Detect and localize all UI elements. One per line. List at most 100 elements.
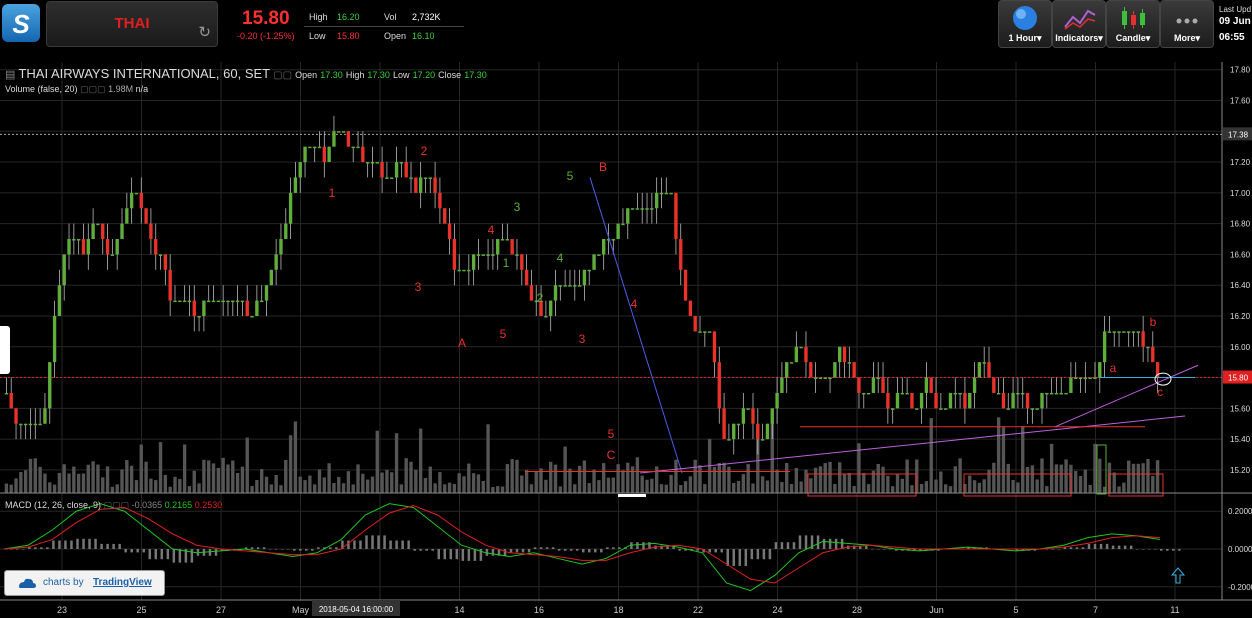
candle-body: [987, 362, 991, 378]
wave-labels: 1 2 3 4 5 A 1 2 3 4 5 B 3 4 5 Ca b c: [329, 144, 1163, 462]
macd-histogram-bar: [642, 542, 645, 549]
macd-histogram-bar: [1015, 549, 1018, 551]
candle-body: [288, 192, 293, 224]
legend-settings-icon[interactable]: ▢▢▢: [80, 84, 106, 94]
macd-histogram-bar: [274, 549, 278, 550]
symbol-selector[interactable]: THAI ↻: [46, 1, 218, 47]
timeframe-button[interactable]: 1 Hour▾: [998, 0, 1052, 48]
collapse-icon[interactable]: ▤: [5, 69, 16, 81]
volume-bar: [187, 486, 192, 493]
volume-bar: [1093, 443, 1097, 493]
more-button[interactable]: More▾: [1160, 0, 1214, 48]
wave-label: c: [1157, 385, 1163, 399]
legend-controls-icon[interactable]: ▢▢: [273, 70, 293, 81]
macd-histogram-bar: [431, 549, 434, 551]
price-tick-label: 16.20: [1230, 312, 1251, 321]
candle-body: [592, 254, 596, 270]
price-tick-label: 16.60: [1230, 250, 1251, 259]
macd-histogram-bar: [256, 547, 260, 549]
macd-tick-label: 0.0000: [1228, 545, 1252, 554]
candle-body: [958, 392, 962, 395]
volume-bar: [312, 484, 317, 493]
candle-body: [375, 162, 379, 164]
signal-line: [3, 505, 1161, 584]
candle-body: [770, 408, 774, 424]
volume-bar: [197, 483, 201, 493]
volume-bar: [139, 444, 143, 493]
volume-bar: [428, 466, 432, 493]
volume-bar: [886, 475, 890, 493]
volume-bar: [178, 478, 182, 493]
candle-body: [876, 377, 880, 380]
macd-histogram-bar: [666, 545, 669, 549]
macd-histogram-bar: [780, 542, 784, 549]
macd-histogram-bar: [1081, 547, 1085, 549]
macd-histogram-bar: [1057, 549, 1061, 550]
volume-bar: [235, 472, 240, 493]
volume-bar: [1117, 486, 1121, 493]
volume-bar: [317, 469, 322, 493]
legend-close: 17.30: [464, 70, 487, 80]
volume-bar: [968, 475, 972, 493]
price-tick-label: 17.00: [1230, 189, 1251, 198]
macd-histogram-bar: [365, 535, 368, 549]
macd-histogram-bar: [708, 549, 711, 553]
volume-bar: [650, 478, 654, 493]
candle-body: [698, 331, 702, 333]
candle-body: [1131, 331, 1136, 333]
candle-body: [866, 392, 871, 395]
candle-body: [235, 300, 240, 303]
macd-histogram-bar: [889, 549, 892, 550]
macd-settings-icon[interactable]: ▢▢▢: [103, 500, 130, 510]
volume-bar: [794, 467, 799, 493]
macd-histogram-bar: [588, 549, 591, 553]
macd-histogram-bar: [786, 542, 790, 549]
macd-histogram-bar: [10, 549, 13, 550]
macd-histogram-bar: [172, 549, 176, 563]
volume-bar: [144, 461, 148, 493]
candle-body: [43, 408, 47, 424]
volume-bars: [4, 417, 1160, 493]
volume-bar: [356, 464, 360, 493]
volume-bar: [365, 479, 370, 493]
side-panel-toggle[interactable]: [0, 326, 10, 374]
macd-histogram-bar: [178, 549, 182, 563]
volume-bar: [520, 475, 524, 493]
volume-bar: [500, 486, 505, 493]
macd-histogram-bar: [479, 549, 483, 561]
volume-bar: [910, 485, 914, 493]
branding-prefix: charts by: [43, 577, 84, 588]
volume-bar: [712, 467, 717, 493]
tradingview-badge[interactable]: charts by TradingView: [4, 570, 165, 596]
indicators-button[interactable]: Indicators▾: [1052, 0, 1106, 48]
macd-histogram-bar: [250, 547, 254, 549]
chart-type-button[interactable]: Candle▾: [1106, 0, 1160, 48]
symbol-name: THAI: [114, 15, 150, 32]
app-logo[interactable]: S: [2, 4, 40, 42]
macd-histogram-bar: [413, 549, 416, 551]
candle-body: [399, 162, 404, 164]
volume-bar: [765, 480, 770, 493]
candle-body: [640, 208, 644, 210]
candle-body: [553, 285, 558, 301]
macd-histogram-bar: [636, 542, 639, 549]
branding-name[interactable]: TradingView: [93, 577, 152, 588]
macd-histogram-bar: [895, 549, 898, 551]
candle-body: [582, 269, 587, 286]
refresh-icon[interactable]: ↻: [198, 24, 211, 41]
macd-histogram-bar: [696, 549, 699, 551]
volume-bar: [1127, 460, 1131, 493]
candle-body: [910, 392, 914, 409]
volume-bar: [558, 486, 563, 493]
volume-box: [807, 473, 917, 497]
time-scrollbar: [618, 494, 646, 497]
macd-histogram-bar: [401, 540, 404, 549]
volume-bar: [626, 462, 630, 493]
macd-histogram-bar: [744, 549, 748, 566]
candle-body: [736, 423, 741, 426]
candle-body: [231, 300, 235, 303]
wave-label: 1: [329, 186, 336, 200]
volume-bar: [255, 480, 259, 493]
candle-body: [549, 300, 553, 316]
